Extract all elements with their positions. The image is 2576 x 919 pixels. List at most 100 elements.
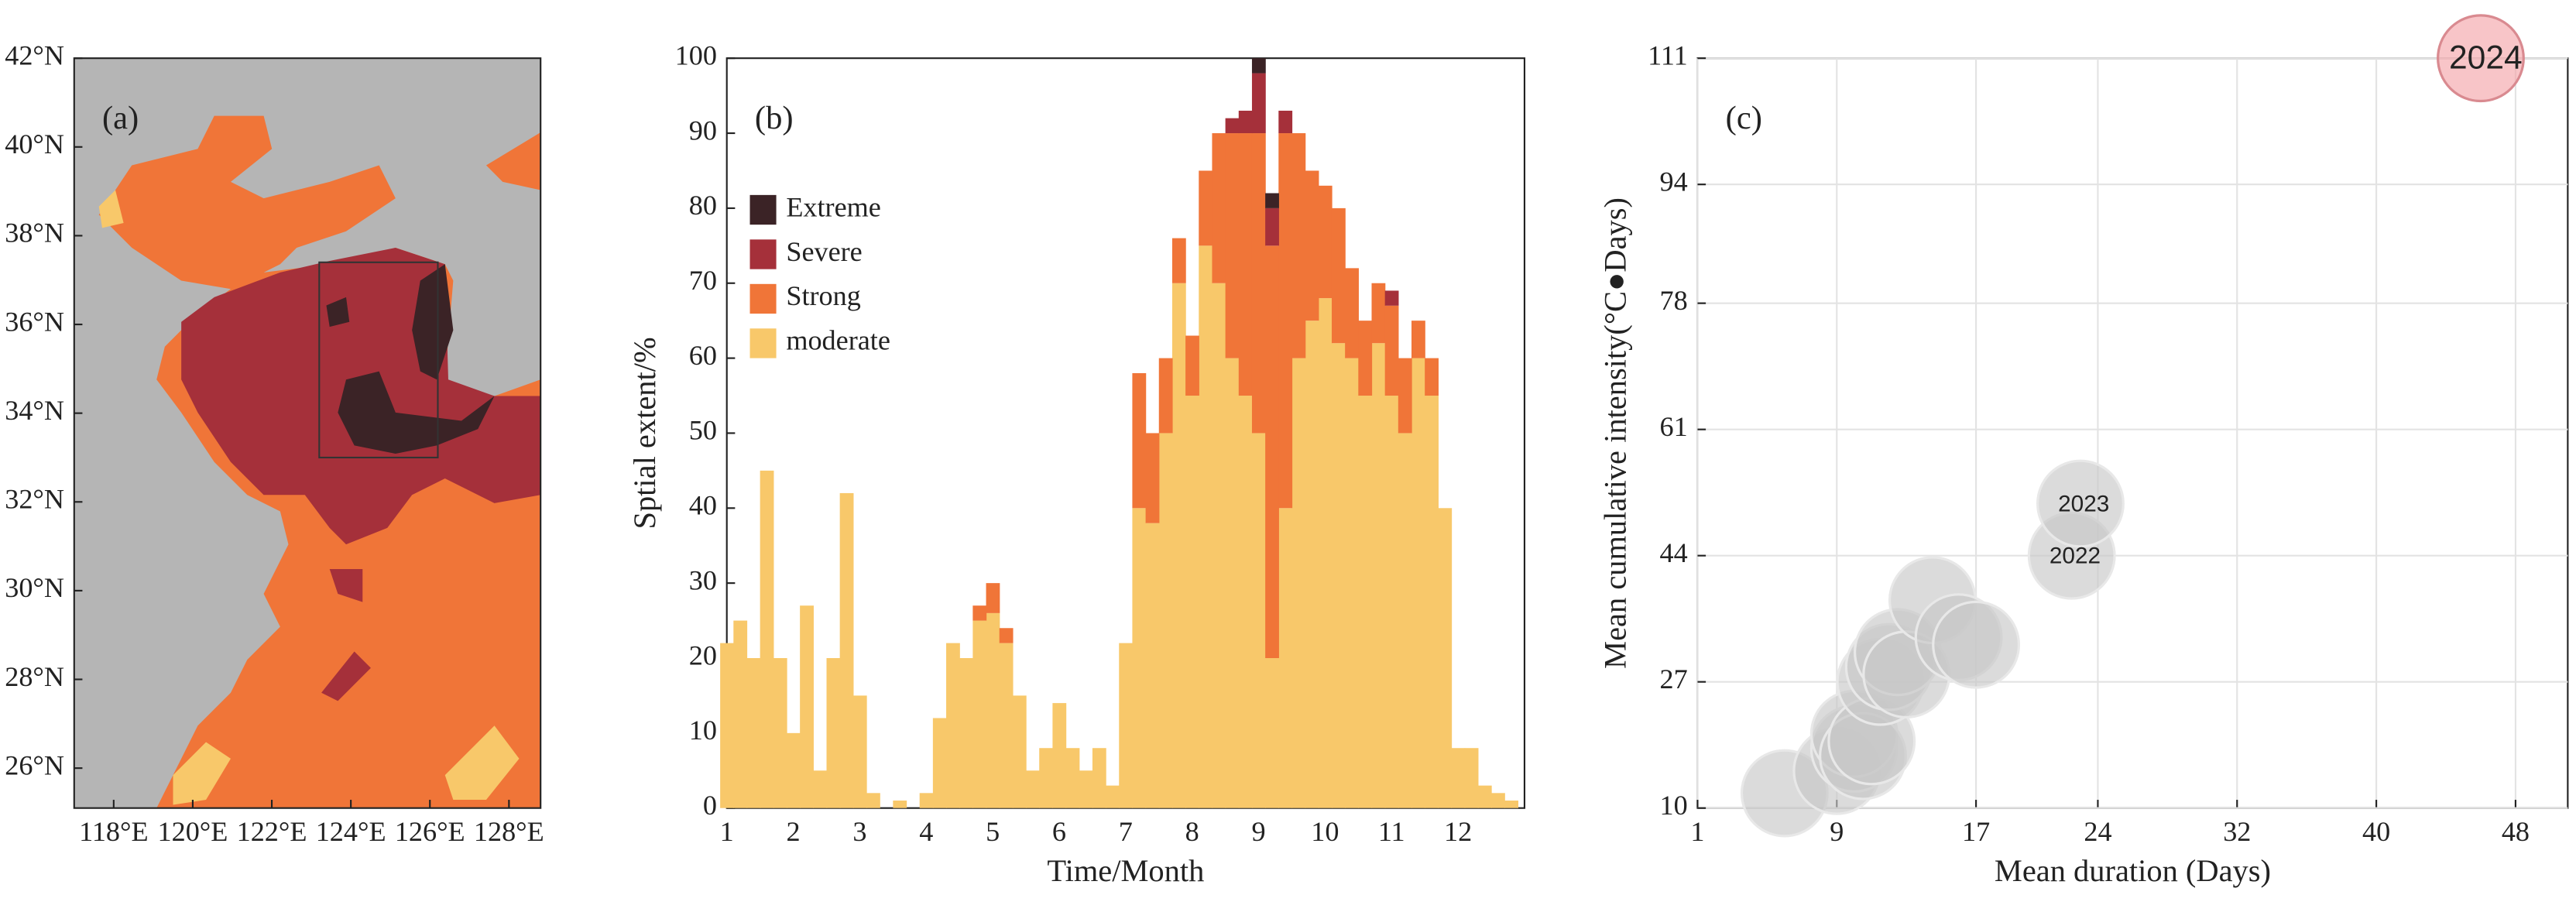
bar-segment	[1318, 185, 1333, 299]
sea-moderate	[98, 190, 124, 228]
y-tick-label: 36°N	[5, 306, 64, 337]
x-tick-label: 24	[2084, 816, 2111, 847]
bar-segment	[1092, 748, 1106, 808]
x-tick-label: 11	[1378, 816, 1405, 847]
sea-extreme	[338, 371, 495, 454]
bar-segment	[839, 492, 854, 808]
bar-segment	[1132, 508, 1147, 808]
bar-segment	[1384, 290, 1399, 306]
bar-segment	[986, 583, 1000, 613]
data-label: 2023	[2058, 492, 2109, 517]
y-tick-label: 100	[675, 39, 717, 70]
bar-segment	[1265, 245, 1279, 658]
x-tick-label: 12	[1444, 816, 1472, 847]
sea-moderate	[444, 725, 520, 801]
y-tick-label: 50	[689, 415, 717, 446]
bar-segment	[1251, 58, 1266, 74]
bar-segment	[1278, 110, 1293, 134]
bar-segment	[1318, 298, 1333, 808]
x-tick-label: 3	[852, 816, 866, 847]
bar-segment	[1331, 343, 1346, 808]
y-tick-label: 10	[689, 715, 717, 746]
y-tick-label: 94	[1660, 166, 1688, 197]
bar-segment	[1291, 358, 1306, 808]
y-tick-label: 40°N	[5, 129, 64, 159]
panel-label: (a)	[102, 100, 139, 136]
sea-severe	[321, 651, 371, 701]
region-box	[318, 261, 439, 459]
y-tick-label: 10	[1660, 790, 1688, 821]
bar-segment	[1012, 695, 1027, 808]
x-tick-label: 40	[2362, 816, 2390, 847]
y-tick-label: 40	[689, 490, 717, 521]
bar-segment	[1251, 433, 1266, 808]
y-tick-label: 44	[1660, 537, 1688, 568]
bar-segment	[1477, 785, 1492, 808]
bar-segment	[972, 620, 987, 808]
sea-moderate	[173, 742, 232, 805]
x-tick-label: 122°E	[237, 816, 307, 847]
bar-segment	[1345, 358, 1359, 808]
bar-segment	[813, 770, 828, 808]
bubble	[2036, 459, 2125, 548]
bar-segment	[1265, 193, 1279, 208]
y-tick-label: 27	[1660, 664, 1688, 694]
bar-segment	[1158, 433, 1173, 808]
x-axis-label: Mean duration (Days)	[1995, 853, 2271, 888]
bar-segment	[1265, 657, 1279, 808]
bubble	[1932, 600, 2021, 689]
bar-segment	[1052, 703, 1067, 808]
x-tick-label: 48	[2502, 816, 2530, 847]
legend-swatch	[749, 239, 777, 269]
bar-segment	[972, 605, 987, 621]
bar-segment	[986, 612, 1000, 808]
bar-segment	[999, 628, 1014, 643]
bar-segment	[1358, 321, 1373, 396]
bar-segment	[1238, 133, 1253, 396]
bar-segment	[1451, 748, 1466, 808]
bar-segment	[800, 605, 814, 808]
sea-extreme	[412, 264, 454, 380]
bar-segment	[1106, 785, 1120, 808]
y-tick-label: 61	[1660, 411, 1688, 442]
bar-segment	[1251, 133, 1266, 434]
legend-label: Strong	[786, 280, 860, 311]
bar-segment	[1425, 396, 1439, 808]
bar-segment	[1345, 268, 1359, 358]
y-tick-label: 80	[689, 190, 717, 221]
bar-segment	[760, 470, 774, 808]
bar-segment	[1185, 396, 1199, 808]
bar-segment	[773, 657, 787, 808]
x-tick-label: 9	[1251, 816, 1265, 847]
y-axis-label: Sptial extent/%	[627, 337, 662, 529]
bar-segment	[1238, 396, 1253, 808]
bar-segment	[1171, 283, 1186, 808]
x-tick-label: 1	[1690, 816, 1704, 847]
bar-segment	[866, 793, 880, 808]
bar-segment	[1185, 335, 1199, 396]
bar-segment	[1305, 321, 1319, 808]
bar-segment	[1079, 770, 1093, 808]
bar-segment	[893, 801, 907, 808]
x-tick-label: 32	[2223, 816, 2251, 847]
bar-segment	[733, 620, 748, 808]
bar-segment	[1384, 305, 1399, 396]
bar-segment	[999, 643, 1014, 808]
bar-segment	[1145, 433, 1160, 523]
bar-segment	[1504, 801, 1519, 808]
legend-swatch	[749, 194, 777, 225]
sea-extreme	[326, 297, 350, 327]
bar-segment	[1158, 358, 1173, 434]
bar-segment	[852, 695, 867, 808]
bar-segment	[1132, 372, 1147, 509]
bar-segment	[1371, 343, 1386, 808]
x-tick-label: 10	[1311, 816, 1339, 847]
bar-segment	[1026, 770, 1040, 808]
y-tick-label: 60	[689, 340, 717, 371]
bar-segment	[746, 657, 761, 808]
y-tick-label: 70	[689, 265, 717, 296]
bar-segment	[1278, 508, 1293, 808]
bar-segment	[1464, 748, 1479, 808]
bar-segment	[1265, 207, 1279, 246]
x-tick-label: 6	[1052, 816, 1066, 847]
